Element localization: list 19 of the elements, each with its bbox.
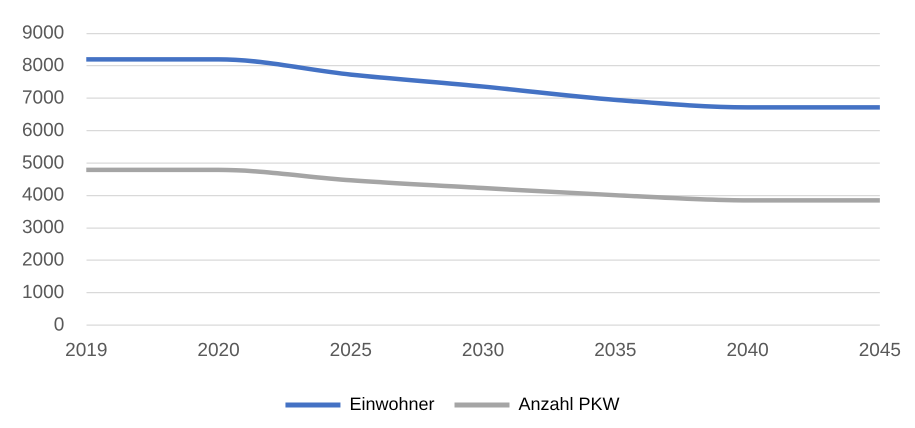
x-tick-label: 2025 (330, 340, 372, 361)
y-tick-label: 3000 (22, 217, 64, 238)
y-tick-label: 9000 (22, 22, 64, 44)
y-tick-label: 2000 (22, 250, 64, 271)
x-tick-label: 2030 (462, 340, 504, 361)
y-tick-label: 4000 (22, 184, 64, 206)
legend-label: Einwohner (349, 394, 435, 414)
y-tick-label: 1000 (22, 282, 64, 304)
x-tick-label: 2045 (858, 340, 902, 361)
y-tick-label: 5000 (22, 152, 64, 174)
legend-label: Anzahl PKW (518, 394, 620, 414)
y-tick-label: 0 (54, 314, 64, 336)
y-tick-label: 8000 (22, 55, 64, 76)
x-tick-label: 2020 (197, 340, 240, 361)
y-tick-label: 7000 (22, 87, 64, 108)
x-tick-label: 2035 (594, 340, 636, 361)
y-tick-label: 6000 (22, 120, 64, 141)
x-tick-label: 2019 (65, 340, 108, 361)
x-tick-label: 2040 (726, 340, 769, 361)
